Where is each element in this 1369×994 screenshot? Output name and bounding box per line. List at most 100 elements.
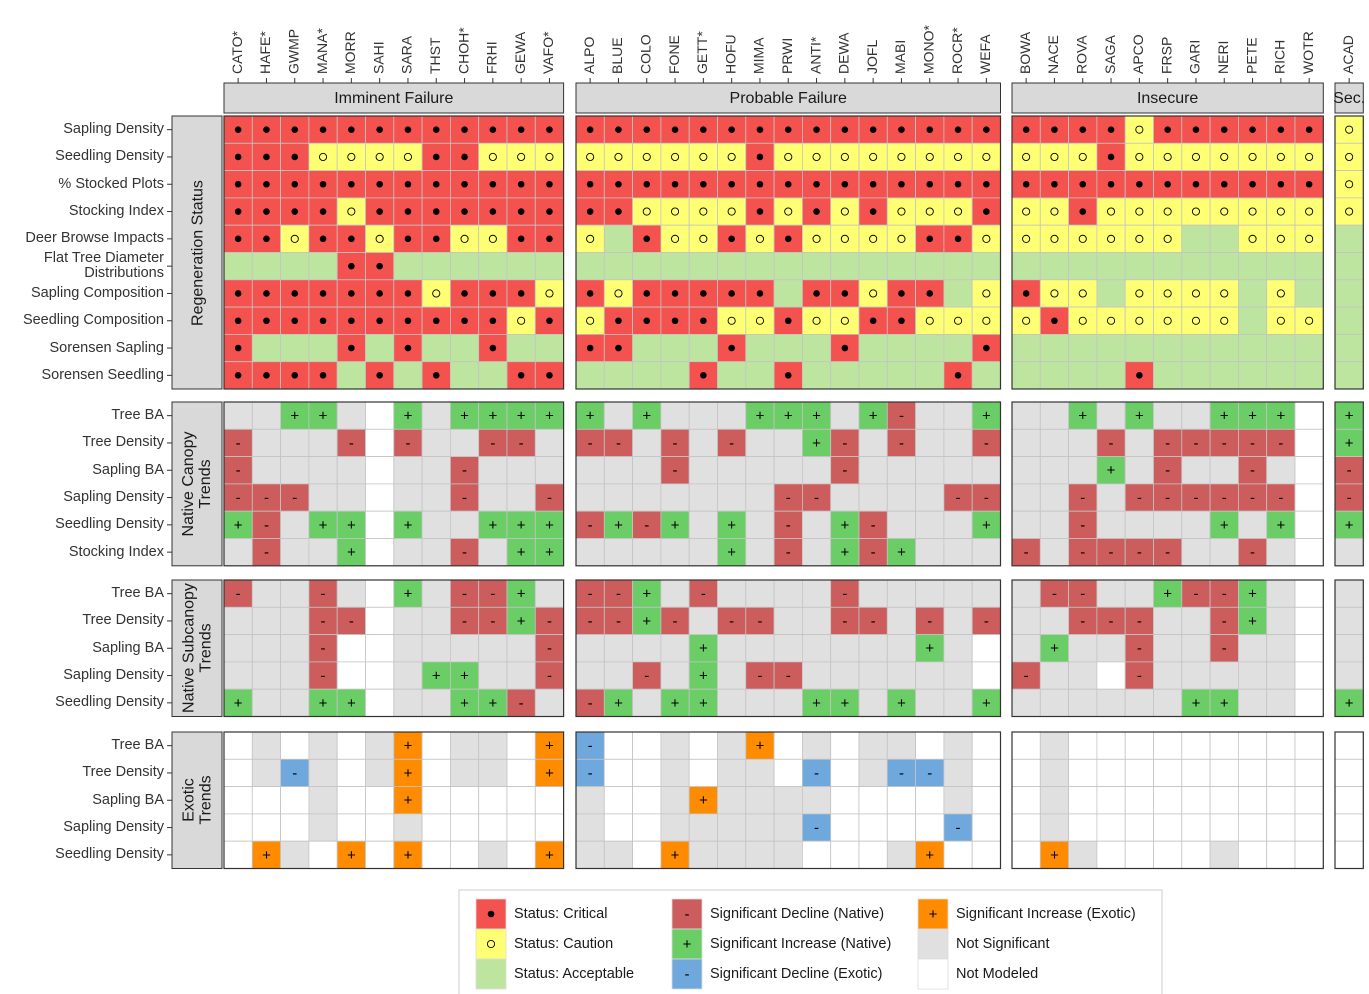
cell-symbol: -	[236, 490, 241, 507]
cell	[971, 252, 1001, 281]
cell	[1039, 731, 1070, 760]
cell-symbol: +	[982, 408, 991, 425]
cell-symbol: +	[1078, 408, 1087, 425]
critical-dot	[1107, 126, 1115, 133]
critical-dot	[263, 208, 270, 215]
critical-dot	[404, 344, 412, 352]
cell	[1294, 731, 1324, 760]
cell-symbol: -	[616, 435, 621, 452]
cell-symbol: +	[545, 765, 554, 782]
cell	[1011, 456, 1041, 485]
critical-dot	[1192, 180, 1200, 188]
cell	[858, 279, 888, 308]
cell	[632, 428, 662, 457]
critical-dot	[546, 180, 553, 188]
cell	[1096, 333, 1126, 363]
cell	[830, 634, 860, 663]
cell	[393, 688, 423, 717]
critical-dot	[234, 372, 242, 379]
cell	[1266, 634, 1296, 663]
cell	[1181, 510, 1211, 539]
cell	[506, 142, 536, 172]
cell-symbol: -	[462, 462, 467, 479]
cell	[688, 538, 718, 567]
cell	[717, 813, 747, 842]
cell-symbol: +	[897, 695, 906, 712]
cell	[280, 538, 310, 567]
cell	[1238, 483, 1268, 512]
cell	[365, 510, 395, 539]
cell	[660, 428, 690, 457]
cell	[1124, 786, 1154, 815]
cell	[943, 401, 973, 430]
column-label: FONE	[666, 35, 682, 74]
cell	[886, 579, 916, 608]
cell	[773, 731, 803, 760]
cell	[830, 840, 860, 869]
cell	[1096, 510, 1126, 539]
cell	[1266, 661, 1296, 690]
cell-symbol: -	[786, 490, 791, 507]
cell	[632, 634, 662, 663]
cell-symbol: -	[984, 613, 989, 630]
critical-dot	[983, 344, 990, 352]
row-label: Deer Browse Impacts	[25, 230, 164, 247]
cell-symbol: +	[1135, 408, 1144, 425]
caution-ring	[1276, 207, 1285, 216]
cell	[421, 538, 451, 567]
cell-symbol: +	[699, 792, 708, 809]
cell	[1266, 786, 1296, 815]
cell	[802, 224, 832, 253]
cell	[280, 456, 310, 485]
cell	[1124, 606, 1154, 635]
cell	[1181, 579, 1211, 608]
cell	[1068, 538, 1098, 567]
cell	[575, 634, 605, 663]
cell	[915, 483, 945, 512]
column-label: WOTR	[1300, 31, 1316, 74]
cell-symbol: -	[644, 668, 649, 685]
cell	[858, 483, 888, 512]
critical-dot	[700, 180, 707, 188]
cell	[717, 688, 747, 717]
cell-symbol: -	[236, 462, 241, 479]
critical-dot	[784, 372, 792, 379]
cell	[1209, 306, 1239, 335]
critical-dot	[926, 235, 934, 243]
cell	[745, 758, 775, 787]
cell	[1011, 661, 1041, 690]
cell-symbol: +	[1163, 586, 1172, 603]
cell	[1068, 758, 1098, 787]
cell	[506, 456, 536, 485]
panel-border	[223, 115, 565, 390]
cell	[251, 758, 282, 787]
cell	[1266, 224, 1296, 253]
cell	[830, 224, 860, 253]
cell	[223, 786, 253, 815]
cell	[251, 252, 282, 281]
critical-dot	[643, 317, 651, 325]
cell	[1181, 786, 1211, 815]
cell	[688, 456, 718, 485]
cell	[478, 661, 508, 690]
cell	[802, 538, 832, 567]
cell	[1334, 758, 1364, 787]
cell	[365, 333, 395, 363]
critical-dot	[263, 317, 270, 325]
cell	[1266, 510, 1296, 539]
cell	[251, 661, 282, 690]
cell	[1334, 813, 1364, 842]
cell	[1181, 456, 1211, 485]
cell	[1209, 731, 1239, 760]
cell	[478, 456, 508, 485]
cell-symbol: +	[234, 517, 243, 534]
critical-dot	[348, 344, 355, 352]
cell	[632, 840, 662, 869]
cell	[1238, 786, 1268, 815]
caution-ring	[347, 152, 356, 161]
caution-ring	[840, 152, 849, 161]
cell	[1011, 252, 1041, 281]
cell	[1096, 456, 1126, 485]
caution-ring	[1220, 152, 1229, 161]
column-label: CATO*	[229, 30, 245, 74]
